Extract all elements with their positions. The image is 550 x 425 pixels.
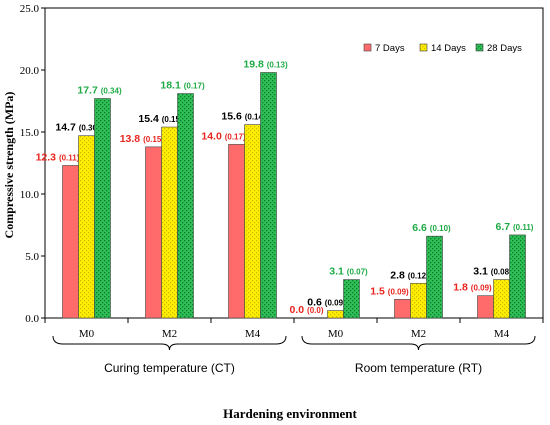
y-tick-label: 15.0 — [20, 127, 40, 139]
bar-14-days-m2 — [161, 126, 178, 319]
x-tick-label-m4: M4 — [245, 328, 261, 340]
bar-28-days-m0 — [343, 279, 360, 319]
y-axis-label: Compressive strength (MPa) — [2, 92, 16, 239]
data-label-28-days: 19.8 (0.13) — [243, 58, 288, 70]
bar-28-days-m2 — [426, 235, 443, 319]
group-brace — [52, 335, 287, 351]
bar-14-days-m0 — [327, 310, 344, 319]
x-tick-label-m0: M0 — [328, 328, 344, 340]
group-label-room-temperature-rt: Room temperature (RT) — [355, 361, 482, 375]
data-label-14-days: 2.8 (0.12) — [390, 269, 429, 281]
bar-14-days-m0 — [78, 135, 95, 319]
plot-frame — [44, 7, 544, 319]
bar-28-days-m4 — [509, 234, 526, 319]
y-tick-label: 20.0 — [20, 65, 40, 77]
x-tick-label-m0: M0 — [79, 328, 95, 340]
bar-28-days-m2 — [177, 93, 194, 319]
legend-label-28-days: 28 Days — [487, 43, 522, 54]
x-tick-label-m2: M2 — [162, 328, 177, 340]
bar-7-days-m2 — [145, 146, 162, 319]
bar-7-days-m2 — [394, 299, 411, 319]
x-tick-label-m4: M4 — [494, 328, 510, 340]
data-label-14-days: 3.1 (0.08) — [473, 266, 512, 278]
legend-swatch-14-days — [419, 43, 428, 52]
x-axis-label: Hardening environment — [223, 406, 357, 421]
y-tick-label: 5.0 — [25, 251, 39, 263]
data-label-7-days: 12.3 (0.11) — [36, 151, 80, 163]
data-label-7-days: 0.0 (0.0) — [290, 304, 324, 316]
bar-14-days-m4 — [493, 279, 510, 319]
data-label-14-days: 14.7 (0.30) — [55, 122, 100, 134]
data-label-28-days: 3.1 (0.07) — [329, 266, 368, 278]
bar-14-days-m2 — [410, 282, 427, 319]
bar-28-days-m0 — [94, 98, 111, 319]
bar-14-days-m4 — [244, 124, 261, 319]
data-label-28-days: 18.1 (0.17) — [160, 80, 205, 92]
group-brace — [301, 335, 536, 351]
legend-swatch-28-days — [475, 43, 484, 52]
bar-7-days-m4 — [477, 295, 494, 319]
legend-label-7-days: 7 Days — [375, 43, 405, 54]
data-label-14-days: 15.4 (0.15) — [138, 113, 183, 125]
data-label-7-days: 1.8 (0.09) — [453, 282, 492, 294]
legend-swatch-7-days — [363, 43, 372, 52]
legend: 7 Days 14 Days 28 Days — [363, 43, 522, 54]
data-label-28-days: 6.6 (0.10) — [412, 222, 451, 234]
bar-28-days-m4 — [260, 72, 277, 319]
y-tick-label: 0.0 — [25, 313, 39, 325]
data-label-14-days: 15.6 (0.14) — [221, 111, 266, 123]
data-label-7-days: 1.5 (0.09) — [370, 285, 409, 297]
data-label-28-days: 17.7 (0.34) — [77, 85, 122, 97]
data-label-7-days: 13.8 (0.15 — [120, 133, 162, 145]
bar-7-days-m4 — [228, 144, 245, 319]
data-label-7-days: 14.0 (0.17) — [201, 130, 246, 142]
data-label-28-days: 6.7 (0.11) — [496, 221, 534, 233]
group-label-curing-temperature-ct: Curing temperature (CT) — [104, 361, 235, 375]
y-tick-label: 25.0 — [20, 3, 40, 15]
bar-7-days-m0 — [62, 165, 79, 319]
y-tick-label: 10.0 — [20, 189, 40, 201]
data-label-14-days: 0.6 (0.09) — [307, 297, 346, 309]
x-tick-label-m2: M2 — [411, 328, 426, 340]
legend-label-14-days: 14 Days — [431, 43, 466, 54]
